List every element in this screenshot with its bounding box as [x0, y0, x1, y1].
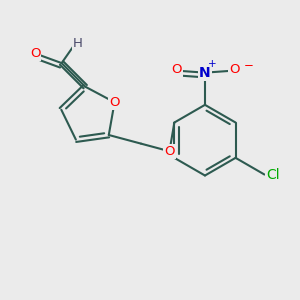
Text: +: +: [208, 59, 216, 69]
Text: O: O: [109, 96, 120, 109]
Text: H: H: [73, 37, 82, 50]
Text: Cl: Cl: [266, 167, 280, 182]
Text: N: N: [199, 66, 211, 80]
Text: O: O: [30, 47, 40, 60]
Text: O: O: [164, 145, 175, 158]
Text: O: O: [171, 63, 181, 76]
Text: −: −: [244, 59, 254, 73]
Text: O: O: [229, 63, 240, 76]
